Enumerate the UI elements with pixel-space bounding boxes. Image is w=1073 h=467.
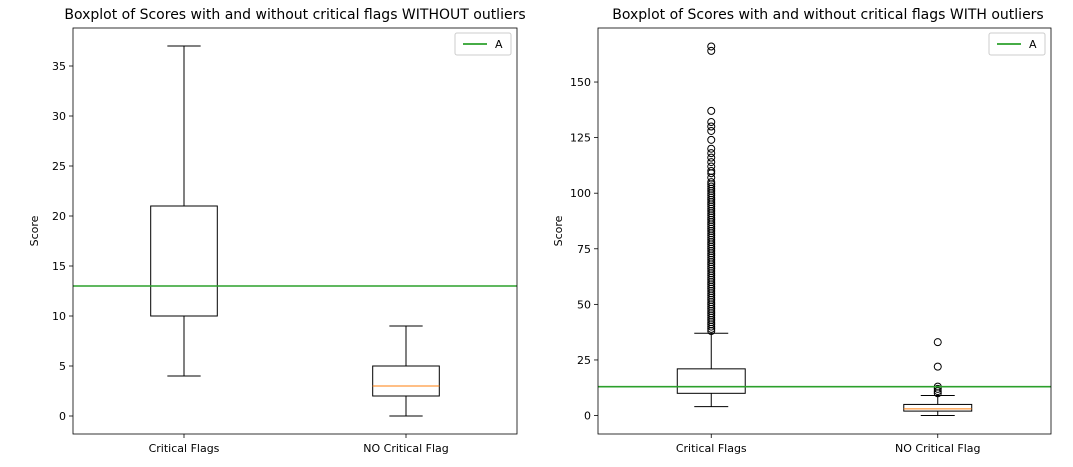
- iqr-box: [150, 205, 218, 317]
- outlier-point: [707, 158, 716, 167]
- y-tick-label: 75: [577, 243, 591, 256]
- outlier-point: [707, 162, 716, 171]
- axes-frame: [72, 27, 518, 435]
- y-tick-label: 15: [52, 260, 66, 273]
- y-tick-label: 50: [577, 298, 591, 311]
- y-tick-label: 100: [570, 187, 591, 200]
- y-tick-label: 20: [52, 210, 66, 223]
- y-axis-label: Score: [28, 215, 41, 246]
- box-1: [676, 42, 746, 408]
- outlier-point: [707, 144, 716, 153]
- y-axis-label: Score: [552, 215, 565, 246]
- y-tick-label: 25: [577, 354, 591, 367]
- outlier-point: [933, 384, 942, 393]
- iqr-box: [676, 368, 746, 394]
- chart-without-outliers: Boxplot of Scores with and without criti…: [28, 7, 526, 455]
- iqr-box: [903, 403, 973, 412]
- outlier-point: [707, 166, 716, 175]
- box-2: [903, 338, 973, 417]
- y-tick-label: 125: [570, 132, 591, 145]
- chart-with-outliers: Boxplot of Scores with and without criti…: [552, 7, 1052, 455]
- x-tick-label: NO Critical Flag: [895, 442, 980, 455]
- outlier-point: [707, 46, 716, 55]
- outlier-point: [707, 135, 716, 144]
- y-tick-label: 10: [52, 310, 66, 323]
- outlier-point: [933, 362, 942, 371]
- outlier-point: [707, 42, 716, 51]
- outlier-point: [707, 182, 716, 191]
- outlier-point: [707, 153, 716, 162]
- chart-title: Boxplot of Scores with and without criti…: [64, 7, 525, 23]
- outlier-point: [707, 178, 716, 187]
- legend: A: [988, 32, 1046, 56]
- y-tick-label: 5: [59, 360, 66, 373]
- outlier-point: [933, 338, 942, 347]
- outlier-point: [707, 118, 716, 127]
- outlier-point: [933, 387, 942, 396]
- y-tick-label: 25: [52, 160, 66, 173]
- legend: A: [454, 32, 512, 56]
- outlier-point: [707, 122, 716, 131]
- iqr-box: [372, 365, 440, 397]
- y-tick-label: 0: [59, 410, 66, 423]
- legend-label: A: [1029, 38, 1037, 51]
- chart-title: Boxplot of Scores with and without criti…: [612, 7, 1043, 23]
- y-tick-label: 30: [52, 110, 66, 123]
- x-tick-label: NO Critical Flag: [363, 442, 448, 455]
- x-tick-label: Critical Flags: [149, 442, 220, 455]
- x-tick-label: Critical Flags: [676, 442, 747, 455]
- outlier-point: [707, 106, 716, 115]
- legend-label: A: [495, 38, 503, 51]
- axes-frame: [597, 27, 1052, 435]
- box-2: [372, 325, 440, 417]
- outlier-point: [707, 149, 716, 158]
- outlier-point: [707, 126, 716, 135]
- y-tick-label: 0: [584, 410, 591, 423]
- y-tick-label: 35: [52, 60, 66, 73]
- y-tick-label: 150: [570, 76, 591, 89]
- box-1: [150, 45, 218, 377]
